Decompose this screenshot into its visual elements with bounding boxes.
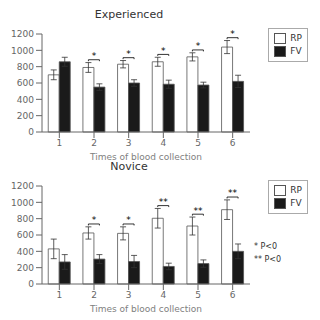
svg-text:800: 800 bbox=[17, 214, 34, 224]
svg-text:600: 600 bbox=[17, 78, 34, 88]
svg-text:2: 2 bbox=[91, 138, 97, 148]
html-text:* P<0: * P<0 bbox=[254, 242, 278, 251]
svg-text:*: * bbox=[196, 41, 201, 51]
svg-text:2: 2 bbox=[91, 290, 97, 300]
html-text:Novice: Novice bbox=[110, 160, 148, 173]
svg-text:200: 200 bbox=[17, 263, 34, 273]
svg-text:Times of blood collection: Times of blood collection bbox=[89, 304, 202, 312]
svg-text:1200: 1200 bbox=[11, 181, 34, 191]
html-text:RP: RP bbox=[290, 33, 302, 43]
svg-text:600: 600 bbox=[17, 230, 34, 240]
svg-text:Times of blood collection: Times of blood collection bbox=[89, 152, 202, 160]
svg-text:400: 400 bbox=[17, 247, 34, 257]
svg-text:3: 3 bbox=[126, 290, 132, 300]
svg-text:4: 4 bbox=[160, 290, 166, 300]
svg-text:**: ** bbox=[228, 188, 238, 198]
svg-text:*: * bbox=[92, 51, 97, 61]
html-text:RP: RP bbox=[290, 185, 302, 195]
svg-text:*: * bbox=[92, 215, 97, 225]
html-text:** P<0: ** P<0 bbox=[254, 255, 282, 264]
html-text:Experienced: Experienced bbox=[94, 8, 164, 21]
svg-text:1: 1 bbox=[56, 290, 62, 300]
svg-text:3: 3 bbox=[126, 138, 132, 148]
svg-text:5: 5 bbox=[195, 138, 201, 148]
svg-text:200: 200 bbox=[17, 111, 34, 121]
svg-text:**: ** bbox=[159, 197, 169, 207]
svg-text:6: 6 bbox=[230, 290, 236, 300]
svg-text:1000: 1000 bbox=[11, 198, 34, 208]
svg-text:4: 4 bbox=[160, 138, 166, 148]
svg-text:1: 1 bbox=[56, 138, 62, 148]
svg-text:1200: 1200 bbox=[11, 29, 34, 39]
svg-text:0: 0 bbox=[28, 127, 34, 137]
svg-text:5: 5 bbox=[195, 290, 201, 300]
svg-text:6: 6 bbox=[230, 138, 236, 148]
svg-text:400: 400 bbox=[17, 95, 34, 105]
svg-text:0: 0 bbox=[28, 279, 34, 289]
svg-text:*: * bbox=[230, 29, 235, 39]
svg-text:1000: 1000 bbox=[11, 46, 34, 56]
html-text:FV: FV bbox=[290, 198, 302, 208]
html-text:FV: FV bbox=[290, 46, 302, 56]
svg-text:*: * bbox=[126, 215, 131, 225]
svg-text:**: ** bbox=[193, 206, 203, 216]
svg-text:800: 800 bbox=[17, 62, 34, 72]
svg-text:*: * bbox=[161, 46, 166, 56]
svg-text:*: * bbox=[126, 49, 131, 59]
